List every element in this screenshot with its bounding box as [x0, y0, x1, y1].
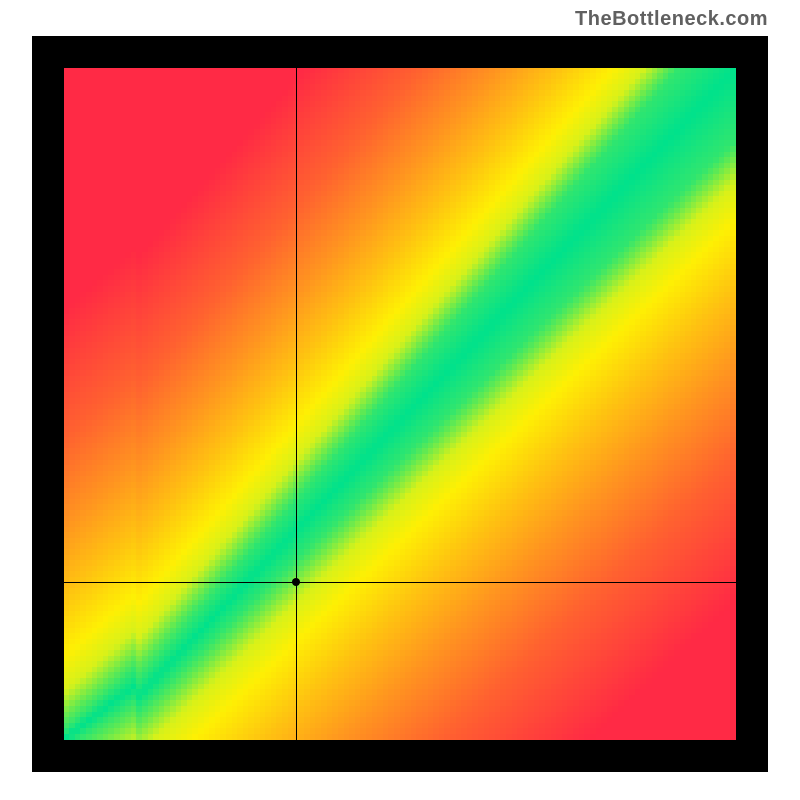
heatmap-chart [32, 36, 768, 772]
selection-marker [292, 578, 300, 586]
watermark-text: TheBottleneck.com [575, 8, 768, 31]
crosshair-horizontal [64, 582, 736, 583]
crosshair-vertical [296, 68, 297, 740]
heatmap-inner [64, 68, 736, 740]
heatmap-canvas [64, 68, 736, 740]
